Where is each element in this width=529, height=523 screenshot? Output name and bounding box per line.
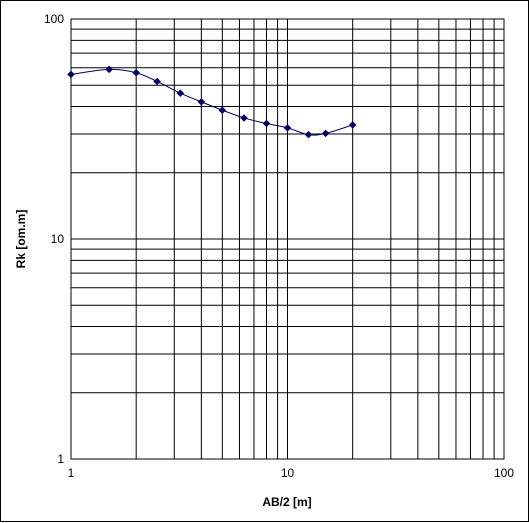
- data-point-marker: [283, 124, 292, 132]
- y-tick-label: 1: [57, 452, 64, 466]
- y-axis-title: Rk [om.m]: [14, 210, 28, 269]
- data-point-marker: [176, 89, 185, 98]
- data-point-marker: [240, 114, 248, 122]
- data-point-marker: [67, 70, 75, 79]
- x-axis-tick-labels: 1 10 100: [68, 466, 515, 480]
- data-point-marker: [262, 119, 271, 128]
- data-point-marker: [348, 121, 357, 129]
- y-tick-label: 100: [44, 12, 64, 26]
- data-point-marker: [321, 129, 330, 138]
- y-axis-tick-labels: 100 10 1: [44, 12, 64, 466]
- data-series: [67, 65, 357, 139]
- data-point-marker: [218, 106, 227, 115]
- y-tick-label: 10: [51, 232, 65, 246]
- x-tick-label: 1: [68, 466, 75, 480]
- data-point-marker: [105, 65, 113, 74]
- x-tick-label: 10: [281, 466, 295, 480]
- data-point-marker: [132, 68, 141, 77]
- data-point-marker: [304, 130, 313, 139]
- horizontal-gridlines: [71, 18, 504, 460]
- data-point-marker: [153, 77, 162, 86]
- x-axis-title: AB/2 [m]: [262, 495, 311, 509]
- data-point-marker: [197, 98, 206, 106]
- x-tick-label: 100: [494, 466, 514, 480]
